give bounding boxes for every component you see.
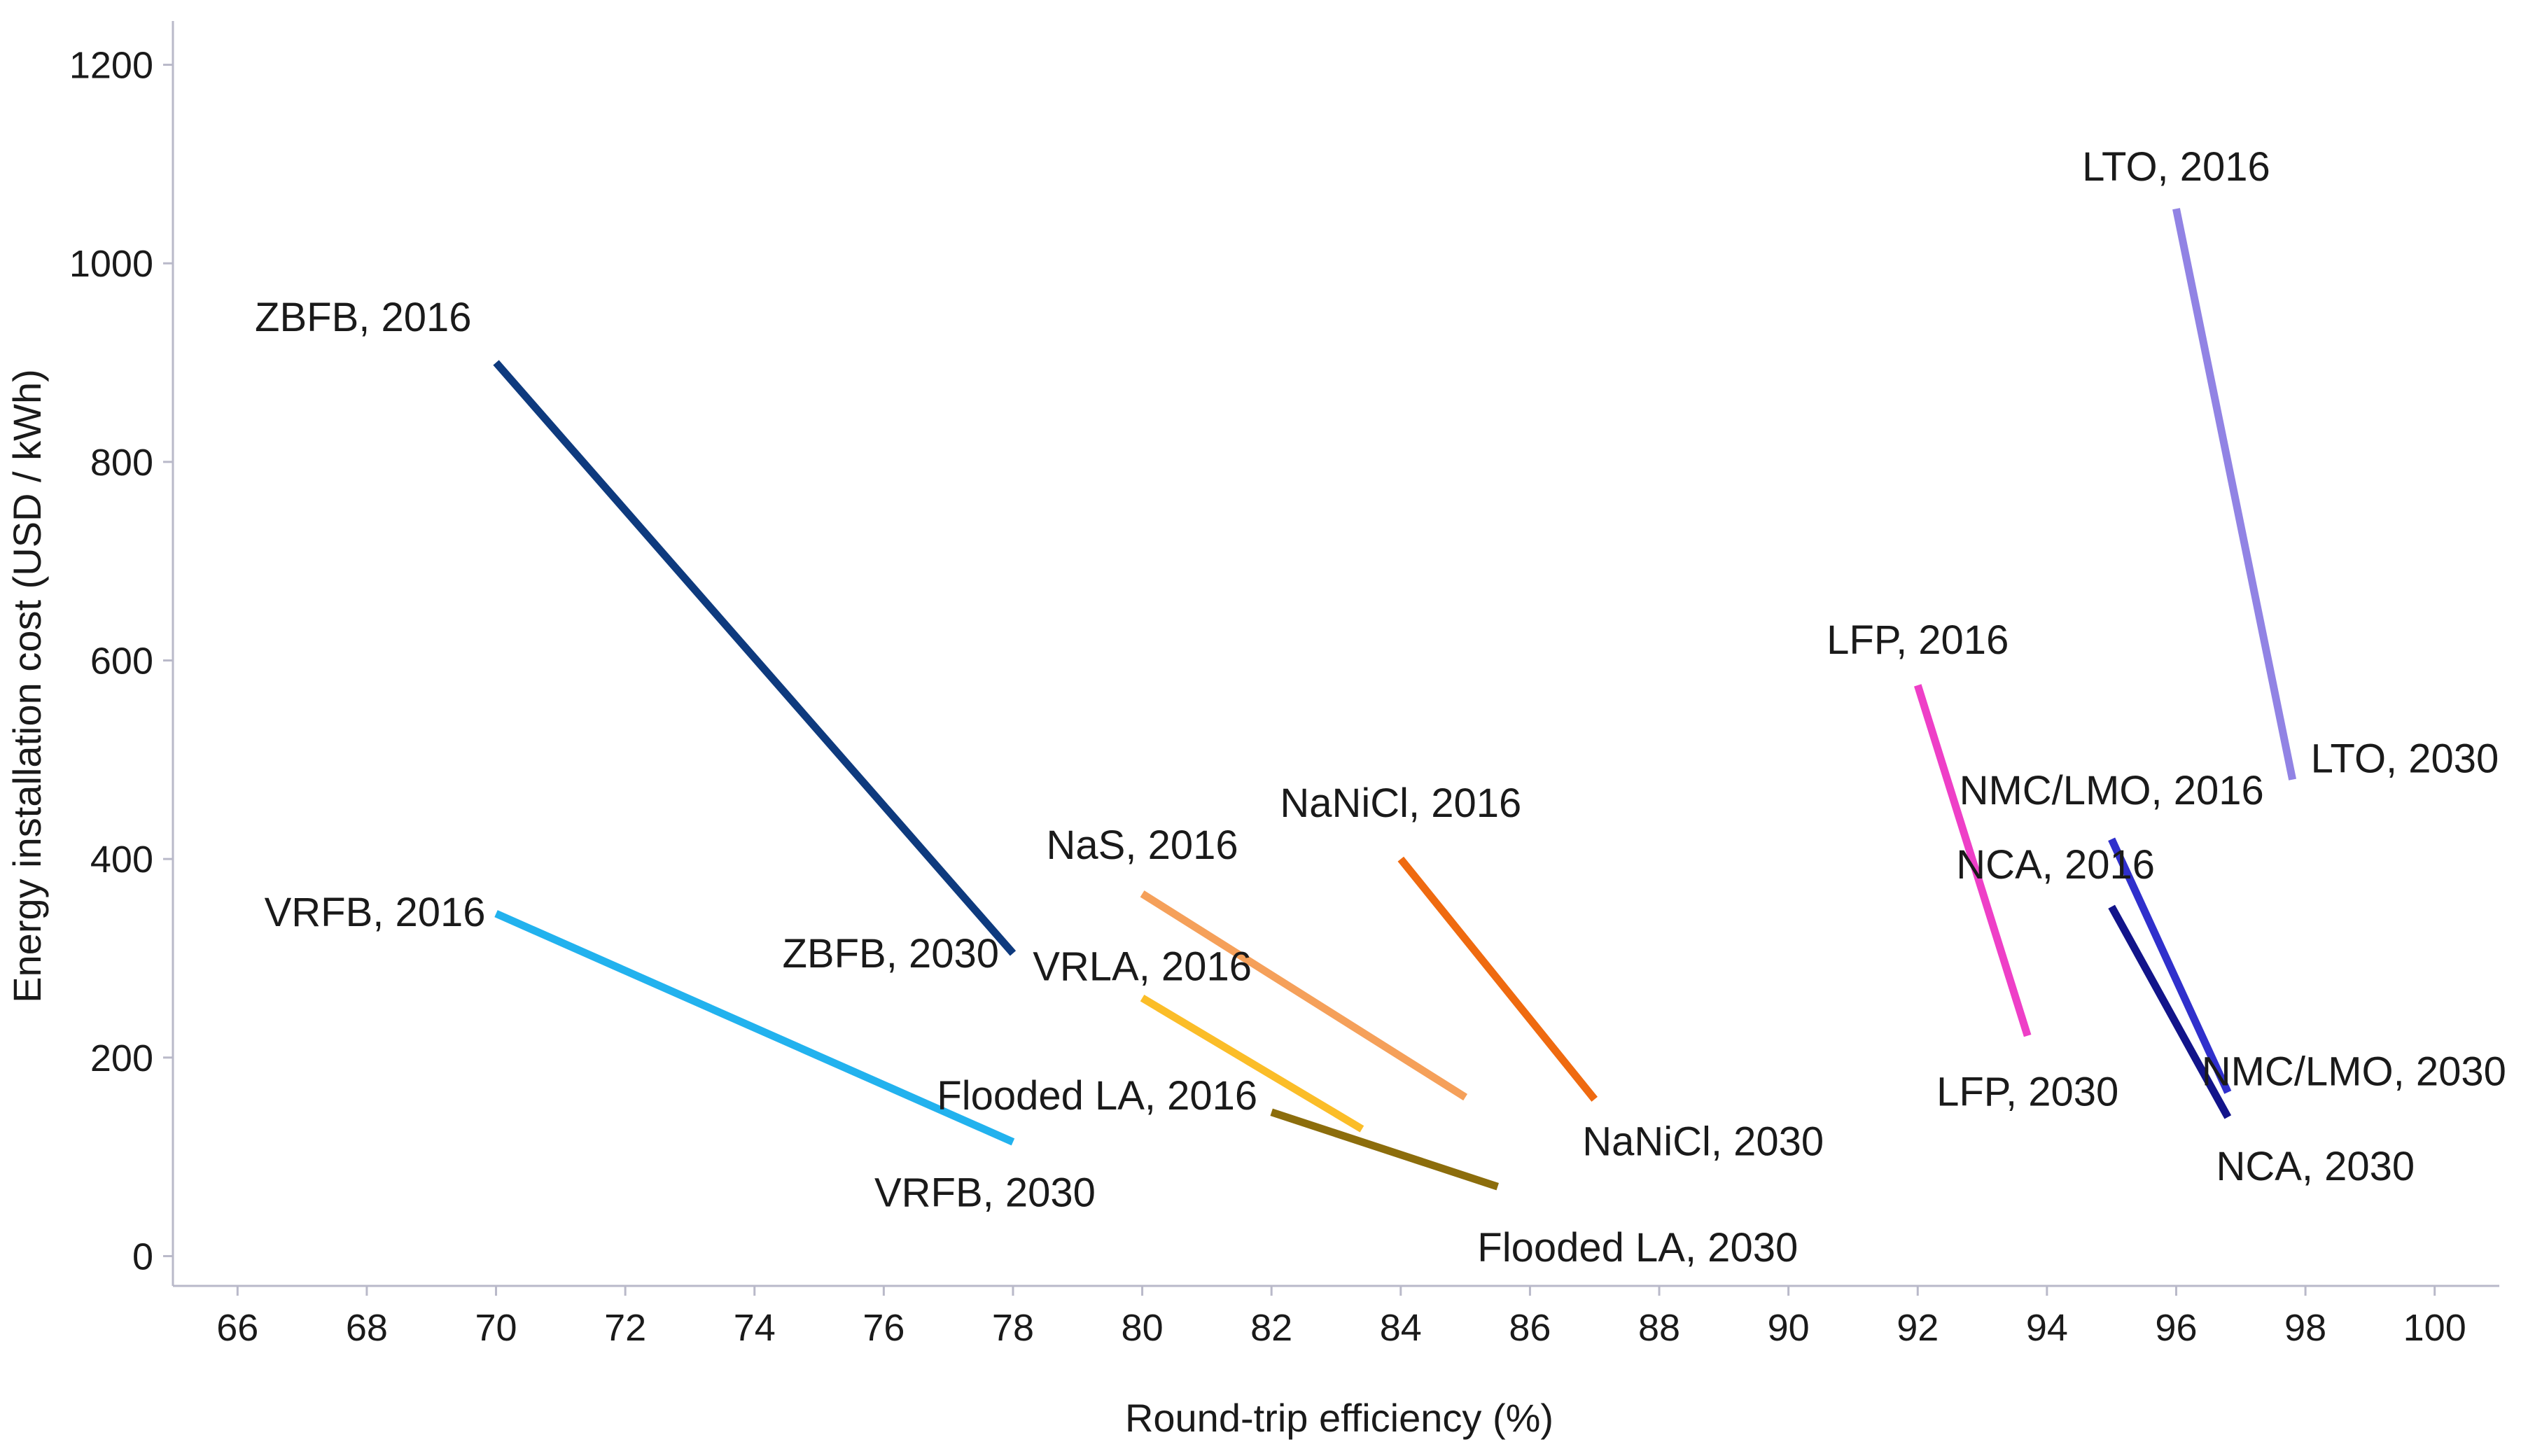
x-tick-label: 88 xyxy=(1638,1307,1680,1349)
x-tick-label: 70 xyxy=(475,1307,517,1349)
x-tick-label: 94 xyxy=(2026,1307,2068,1349)
x-tick-label: 100 xyxy=(2403,1307,2466,1349)
point-labels: ZBFB, 2016 ZBFB, 2030 VRFB, 2016 VRFB, 2030… xyxy=(255,144,2506,1270)
axes: 66 68 70 72 74 76 78 80 82 84 86 88 90 92 94 96 98 100020… xyxy=(69,21,2499,1349)
series-line-nmc-lmo xyxy=(2108,837,2232,1094)
point-label-vrfb-2016: VRFB, 2016 xyxy=(265,890,486,935)
y-tick-label: 600 xyxy=(90,640,153,682)
point-label-zbfb-2030: ZBFB, 2030 xyxy=(782,931,998,976)
y-tick-label: 800 xyxy=(90,442,153,484)
x-tick-label: 98 xyxy=(2284,1307,2326,1349)
x-tick-label: 96 xyxy=(2155,1307,2197,1349)
y-tick-label: 1200 xyxy=(69,45,153,87)
point-label-nanicl-2030: NaNiCl, 2030 xyxy=(1582,1119,1824,1164)
point-label-nca-2016: NCA, 2016 xyxy=(1956,842,2155,888)
series-line-vrla xyxy=(1140,994,1364,1133)
point-label-nas-2016: NaS, 2016 xyxy=(1047,822,1238,868)
point-label-flooded-la-2030: Flooded LA, 2030 xyxy=(1477,1225,1798,1270)
series-line-nas xyxy=(1140,890,1468,1101)
point-label-lfp-2016: LFP, 2016 xyxy=(1827,617,2009,663)
series-layer xyxy=(493,208,2297,1191)
x-tick-label: 80 xyxy=(1122,1307,1164,1349)
y-tick-label: 200 xyxy=(90,1037,153,1079)
series-line-nca xyxy=(2108,904,2232,1119)
x-tick-label: 66 xyxy=(216,1307,258,1349)
y-tick-label: 0 xyxy=(132,1236,153,1278)
x-tick-label: 68 xyxy=(346,1307,388,1349)
point-label-vrfb-2030: VRFB, 2030 xyxy=(874,1170,1096,1215)
point-label-nanicl-2016: NaNiCl, 2016 xyxy=(1280,780,1521,826)
point-label-lto-2016: LTO, 2016 xyxy=(2082,144,2270,190)
point-label-vrla-2016: VRLA, 2016 xyxy=(1033,944,1252,990)
x-tick-label: 84 xyxy=(1380,1307,1422,1349)
x-tick-label: 74 xyxy=(734,1307,776,1349)
point-label-nca-2030: NCA, 2030 xyxy=(2216,1144,2415,1189)
y-tick-label: 1000 xyxy=(69,243,153,285)
x-axis-title: Round-trip efficiency (%) xyxy=(1125,1396,1553,1440)
x-tick-label: 72 xyxy=(604,1307,646,1349)
x-tick-label: 76 xyxy=(863,1307,905,1349)
x-tick-label: 92 xyxy=(1897,1307,1939,1349)
x-tick-label: 82 xyxy=(1250,1307,1292,1349)
series-line-flooded-la xyxy=(1270,1108,1499,1191)
y-axis-title: Energy installation cost (USD / kWh) xyxy=(5,369,49,1003)
x-tick-label: 86 xyxy=(1509,1307,1551,1349)
x-tick-label: 78 xyxy=(992,1307,1034,1349)
point-label-nmc-lmo-2030: NMC/LMO, 2030 xyxy=(2202,1049,2506,1094)
point-label-lto-2030: LTO, 2030 xyxy=(2311,736,2499,782)
series-line-vrfb xyxy=(494,910,1015,1146)
y-tick-label: 400 xyxy=(90,839,153,881)
point-label-nmc-lmo-2016: NMC/LMO, 2016 xyxy=(1960,768,2264,813)
series-line-zbfb xyxy=(493,360,1017,956)
point-label-zbfb-2016: ZBFB, 2016 xyxy=(255,295,471,340)
series-line-lto xyxy=(2172,208,2297,780)
point-label-lfp-2030: LFP, 2030 xyxy=(1936,1070,2118,1115)
point-label-flooded-la-2016: Flooded LA, 2016 xyxy=(937,1073,1257,1119)
series-line-nanicl xyxy=(1397,856,1598,1102)
x-tick-label: 90 xyxy=(1768,1307,1810,1349)
series-line-lfp xyxy=(1914,684,2032,1037)
